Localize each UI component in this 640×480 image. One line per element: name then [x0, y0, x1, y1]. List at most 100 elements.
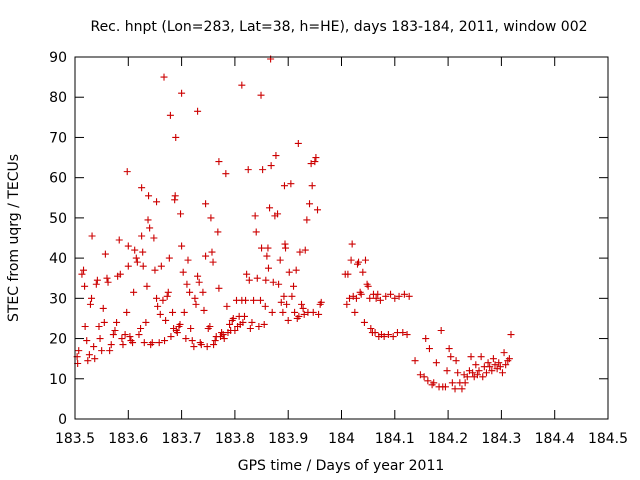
data-point — [115, 236, 123, 244]
y-tick-label: 40 — [49, 251, 67, 267]
data-point — [123, 168, 131, 176]
data-point — [283, 300, 291, 308]
x-tick-label: 183.5 — [55, 431, 95, 447]
data-point — [107, 341, 115, 349]
data-point — [84, 357, 92, 365]
y-tick-label: 80 — [49, 90, 67, 106]
data-point — [477, 353, 485, 361]
y-tick-label: 60 — [49, 171, 67, 187]
data-point — [387, 290, 395, 298]
data-point — [186, 288, 194, 296]
data-point — [382, 292, 390, 300]
data-point — [206, 322, 214, 330]
data-point — [131, 246, 139, 254]
data-point — [284, 316, 292, 324]
data-point — [111, 327, 119, 335]
data-point — [91, 355, 99, 363]
data-point — [424, 377, 432, 385]
data-point — [199, 288, 207, 296]
data-point — [352, 294, 360, 302]
data-point — [279, 308, 287, 316]
data-point — [258, 244, 266, 252]
data-point — [295, 312, 303, 320]
data-point — [119, 341, 127, 349]
data-point — [253, 274, 261, 282]
data-point — [384, 331, 392, 339]
data-point — [496, 363, 504, 371]
data-point — [118, 335, 126, 343]
data-point — [447, 353, 455, 361]
data-point — [359, 268, 367, 276]
data-point — [502, 361, 510, 369]
data-point — [376, 296, 384, 304]
data-point — [262, 276, 270, 284]
data-point — [296, 248, 304, 256]
data-point — [400, 290, 408, 298]
data-point — [78, 270, 86, 278]
data-point — [211, 337, 219, 345]
data-point — [405, 292, 413, 300]
data-point — [461, 379, 469, 387]
data-point — [244, 166, 252, 174]
data-point — [364, 282, 372, 290]
data-point — [197, 341, 205, 349]
data-point — [261, 302, 269, 310]
data-point — [264, 264, 272, 272]
x-tick-label: 183.8 — [215, 431, 255, 447]
x-tick-label: 184.4 — [535, 431, 575, 447]
x-tick-label: 183.9 — [268, 431, 308, 447]
data-point — [451, 385, 459, 393]
y-tick-label: 10 — [49, 372, 67, 388]
data-point — [380, 333, 388, 341]
data-point — [164, 288, 172, 296]
data-point — [138, 184, 146, 192]
data-point — [139, 248, 147, 256]
data-point — [357, 290, 365, 298]
data-point — [209, 258, 217, 266]
data-point — [192, 300, 200, 308]
data-point — [259, 166, 267, 174]
data-point — [505, 355, 513, 363]
data-point — [282, 244, 290, 252]
data-point — [161, 337, 169, 345]
data-point — [169, 308, 177, 316]
data-point — [345, 294, 353, 302]
data-point — [422, 335, 430, 343]
data-point — [343, 300, 351, 308]
x-tick-label: 183.6 — [108, 431, 148, 447]
data-point — [194, 107, 202, 115]
data-point — [99, 304, 107, 312]
data-point — [255, 322, 263, 330]
data-point — [88, 232, 96, 240]
data-point — [81, 282, 89, 290]
x-tick-label: 184 — [328, 431, 355, 447]
data-point — [132, 254, 140, 262]
data-point — [403, 331, 411, 339]
data-point — [90, 343, 98, 351]
data-point — [467, 353, 475, 361]
plot-frame — [74, 56, 609, 420]
data-point — [123, 308, 131, 316]
data-point — [200, 306, 208, 314]
data-point — [294, 139, 302, 147]
data-point — [372, 294, 380, 302]
data-point — [104, 278, 112, 286]
data-point — [202, 252, 210, 260]
data-point — [178, 89, 186, 97]
data-point — [361, 256, 369, 264]
data-point — [180, 308, 188, 316]
data-point — [454, 369, 462, 377]
data-point — [484, 359, 492, 367]
data-point — [425, 345, 433, 353]
data-point — [500, 349, 508, 357]
data-point — [489, 355, 497, 363]
data-point — [263, 252, 271, 260]
data-point — [366, 294, 374, 302]
data-point — [182, 335, 190, 343]
data-point — [309, 308, 317, 316]
x-axis-label: GPS time / Days of year 2011 — [238, 458, 445, 474]
data-point — [306, 200, 314, 208]
data-point — [106, 347, 114, 355]
data-point — [239, 318, 247, 326]
data-point — [290, 282, 298, 290]
